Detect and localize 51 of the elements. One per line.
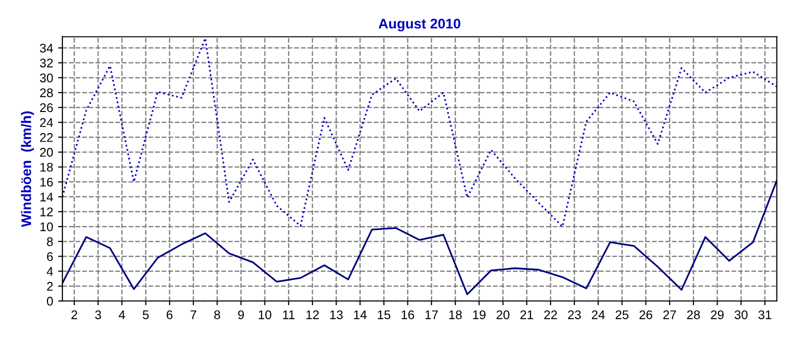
y-tick-label: 20	[40, 148, 53, 157]
x-tick-label: 11	[283, 310, 295, 320]
y-tick-label: 30	[40, 73, 53, 82]
line-series	[62, 180, 777, 296]
y-tick-label: 24	[40, 118, 54, 127]
x-tick-label: 19	[473, 310, 486, 320]
x-tick-label: 6	[166, 310, 172, 320]
chart-title: August 2010	[378, 18, 460, 32]
x-tick-label: 22	[544, 310, 557, 320]
x-tick-label: 3	[95, 310, 102, 320]
x-tick-label: 26	[640, 310, 652, 320]
y-tick-label: 14	[40, 192, 54, 202]
x-tick-label: 4	[118, 310, 126, 320]
y-tick-label: 34	[40, 44, 54, 53]
y-tick-label: 6	[47, 252, 53, 261]
y-tick-label: 16	[40, 178, 53, 187]
y-tick-label: 10	[40, 222, 53, 232]
x-tick-label: 5	[142, 310, 149, 320]
y-tick-label: 18	[40, 162, 53, 172]
x-tick-label: 20	[496, 310, 510, 320]
x-tick-label: 15	[378, 310, 390, 320]
y-tick-label: 26	[40, 103, 53, 112]
x-tick-label: 30	[734, 310, 748, 320]
y-tick-label: 0	[46, 296, 53, 306]
x-tick-label: 14	[354, 310, 367, 320]
y-tick-label: 12	[40, 207, 53, 216]
x-tick-label: 24	[592, 310, 605, 320]
x-tick-label: 16	[402, 310, 414, 320]
y-tick-label: 32	[40, 58, 53, 68]
y-tick-label: 22	[40, 133, 53, 142]
x-tick-label: 28	[687, 310, 700, 320]
x-tick-label: 2	[71, 310, 78, 320]
y-tick-label: 2	[47, 282, 53, 291]
x-tick-label: 7	[190, 310, 196, 320]
x-tick-label: 18	[449, 310, 462, 320]
x-tick-label: 23	[568, 310, 581, 320]
y-tick-label: 4	[46, 267, 54, 276]
x-tick-label: 27	[663, 310, 676, 320]
x-tick-label: 17	[426, 310, 438, 320]
x-tick-label: 8	[214, 310, 220, 320]
x-tick-label: 10	[258, 310, 272, 320]
y-tick-label: 28	[40, 88, 53, 98]
y-axis-title: Windböen (km/h)	[20, 111, 34, 228]
x-tick-label: 12	[306, 310, 319, 320]
y-tick-label: 8	[46, 237, 53, 246]
x-tick-label: 25	[616, 310, 628, 320]
x-tick-label: 31	[758, 310, 772, 320]
x-tick-label: 9	[238, 310, 244, 320]
x-tick-label: 21	[520, 310, 534, 320]
x-tick-label: 13	[330, 310, 343, 320]
x-tick-label: 29	[710, 310, 724, 320]
